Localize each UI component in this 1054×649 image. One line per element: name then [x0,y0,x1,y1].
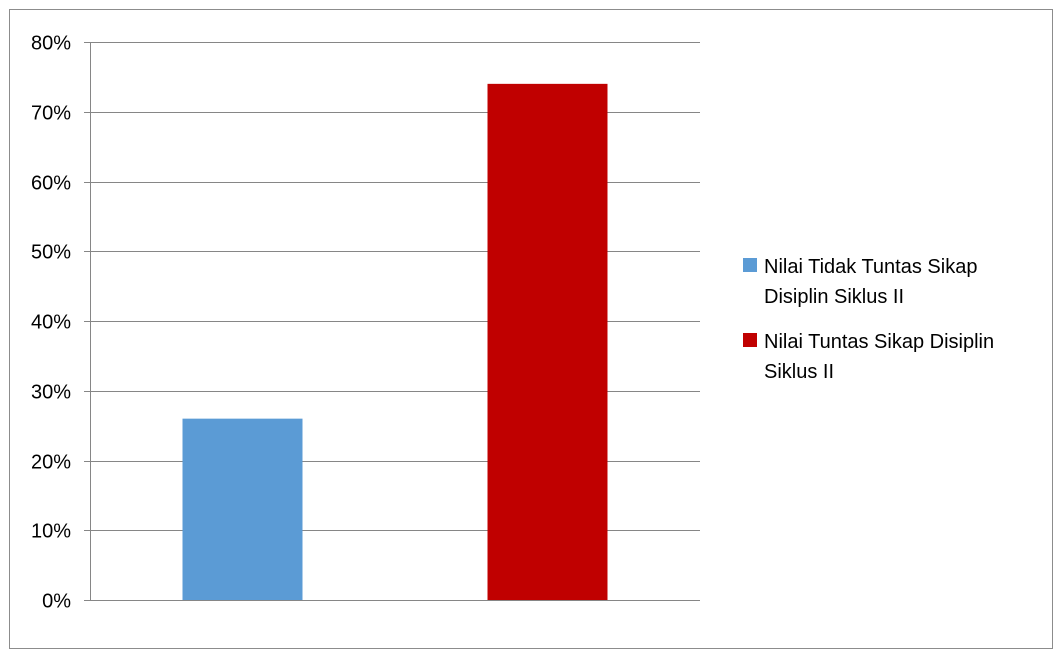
y-tick-label: 60% [31,173,71,195]
bar-series-1 [182,418,303,600]
y-tick-label: 80% [31,33,71,55]
y-tick-label: 0% [42,591,71,613]
axes [84,42,700,601]
bars [182,83,608,601]
y-tick-label: 10% [31,521,71,543]
y-tick-label: 40% [31,312,71,334]
bar-chart: 0% 10% 20% 30% 40% 50% 60% 70% 80% Nilai Tidak T… [31,33,994,613]
gridlines [90,42,700,601]
bar-series-2 [487,83,608,601]
y-tick-label: 50% [31,242,71,264]
legend-label-1: Nilai Tidak Tuntas Sikap [764,256,977,278]
legend-label-2: Siklus II [764,361,834,383]
legend-swatch-2 [743,333,757,347]
legend-label-2: Nilai Tuntas Sikap Disiplin [764,331,994,353]
legend-label-1: Disiplin Siklus II [764,286,904,308]
legend: Nilai Tidak Tuntas Sikap Disiplin Siklus … [743,256,994,383]
y-tick-label: 70% [31,103,71,125]
y-axis-tick-labels: 0% 10% 20% 30% 40% 50% 60% 70% 80% [31,33,71,613]
y-tick-label: 30% [31,382,71,404]
legend-swatch-1 [743,258,757,272]
y-tick-label: 20% [31,452,71,474]
